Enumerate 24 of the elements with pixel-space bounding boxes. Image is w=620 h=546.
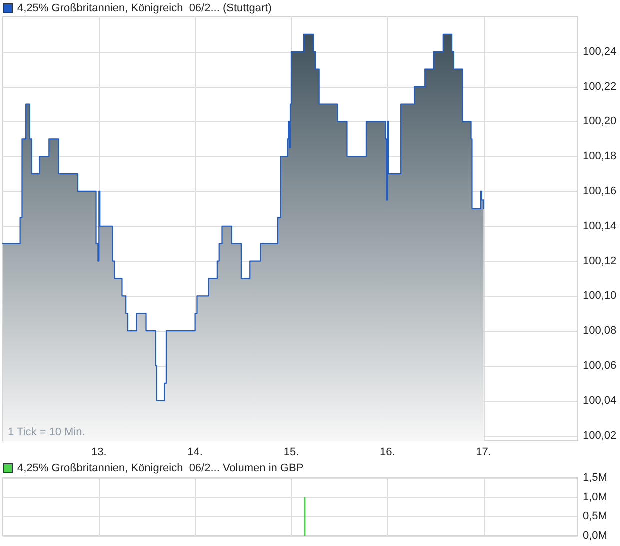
y-tick-label: 0,5M [583, 510, 608, 523]
legend-label: 4,25% Großbritannien, Königreich 06/2... Volumen in GBP [18, 462, 304, 474]
y-tick-label: 100,06 [583, 360, 617, 372]
x-tick-label: 16. [380, 446, 396, 458]
y-tick-label: 0,0M [583, 530, 608, 542]
y-tick-label: 1,5M [583, 472, 608, 484]
x-tick-label: 13. [92, 446, 107, 458]
y-tick-label: 100,12 [583, 255, 617, 268]
y-tick-label: 1,0M [583, 491, 608, 504]
y-tick-label: 100,16 [583, 185, 617, 198]
y-tick-label: 100,24 [583, 46, 617, 58]
legend-label: 4,25% Großbritannien, Königreich 06/2... (Stuttgart) [18, 2, 272, 14]
x-tick-label: 14. [188, 446, 203, 458]
y-tick-label: 100,18 [583, 150, 617, 163]
y-tick-label: 100,04 [583, 394, 617, 407]
x-tick-label: 15. [284, 446, 300, 458]
y-tick-label: 100,10 [583, 290, 617, 302]
annotation: 1 Tick = 10 Min. [8, 426, 86, 438]
y-tick-label: 100,14 [583, 220, 617, 232]
y-tick-label: 100,08 [583, 325, 617, 338]
y-tick-label: 100,22 [583, 80, 617, 93]
y-tick-label: 100,20 [583, 116, 617, 128]
x-tick-label: 17. [476, 446, 492, 458]
y-tick-label: 100,02 [583, 430, 617, 442]
